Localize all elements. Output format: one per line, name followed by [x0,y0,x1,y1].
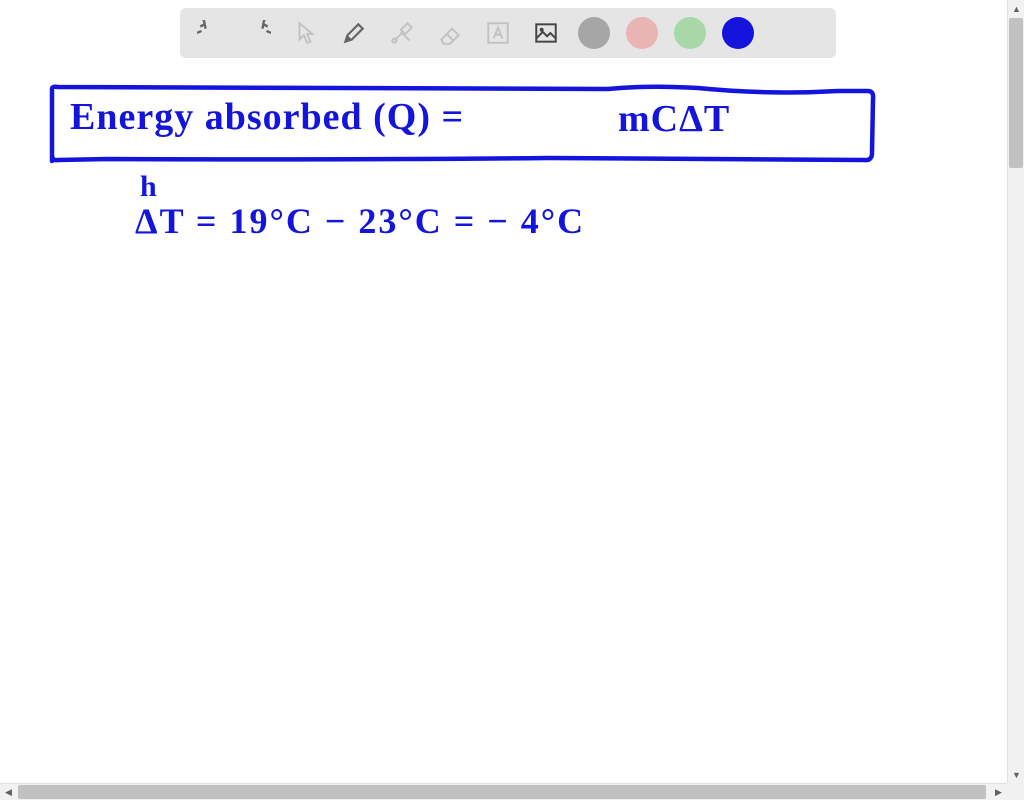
scroll-up-arrow[interactable]: ▲ [1008,0,1024,17]
pen-tool[interactable] [338,17,370,49]
vertical-scrollbar[interactable]: ▲ ▼ [1007,0,1024,783]
formula-lhs: Energy absorbed (Q) = [70,95,464,139]
redo-button[interactable] [242,17,274,49]
horizontal-scrollbar[interactable]: ◀ ▶ [0,783,1007,800]
drawing-toolbar [180,8,836,58]
scroll-left-arrow[interactable]: ◀ [0,784,17,801]
h-label: h [140,170,157,204]
image-icon [533,20,559,46]
eraser-tool[interactable] [434,17,466,49]
pointer-tool[interactable] [290,17,322,49]
pointer-icon [293,20,319,46]
eraser-icon [437,20,463,46]
text-tool[interactable] [482,17,514,49]
redo-icon [245,20,271,46]
tools-button[interactable] [386,17,418,49]
pen-icon [341,20,367,46]
horizontal-scroll-thumb[interactable] [18,785,986,799]
formula-rhs: mCΔT [618,97,730,141]
scroll-down-arrow[interactable]: ▼ [1008,766,1024,783]
scroll-corner [1007,783,1024,800]
whiteboard-canvas[interactable]: Energy absorbed (Q) = mCΔT h ΔT = 19°C −… [0,0,1007,783]
delta-t-expression: ΔT = 19°C − 23°C = − 4°C [135,200,585,242]
scroll-right-arrow[interactable]: ▶ [990,784,1007,801]
vertical-scroll-thumb[interactable] [1009,18,1023,168]
color-blue[interactable] [722,17,754,49]
color-green[interactable] [674,17,706,49]
formula-box: Energy absorbed (Q) = mCΔT [48,83,878,163]
undo-icon [197,20,223,46]
text-icon [485,20,511,46]
tools-icon [389,20,415,46]
color-pink[interactable] [626,17,658,49]
image-tool[interactable] [530,17,562,49]
color-gray[interactable] [578,17,610,49]
undo-button[interactable] [194,17,226,49]
